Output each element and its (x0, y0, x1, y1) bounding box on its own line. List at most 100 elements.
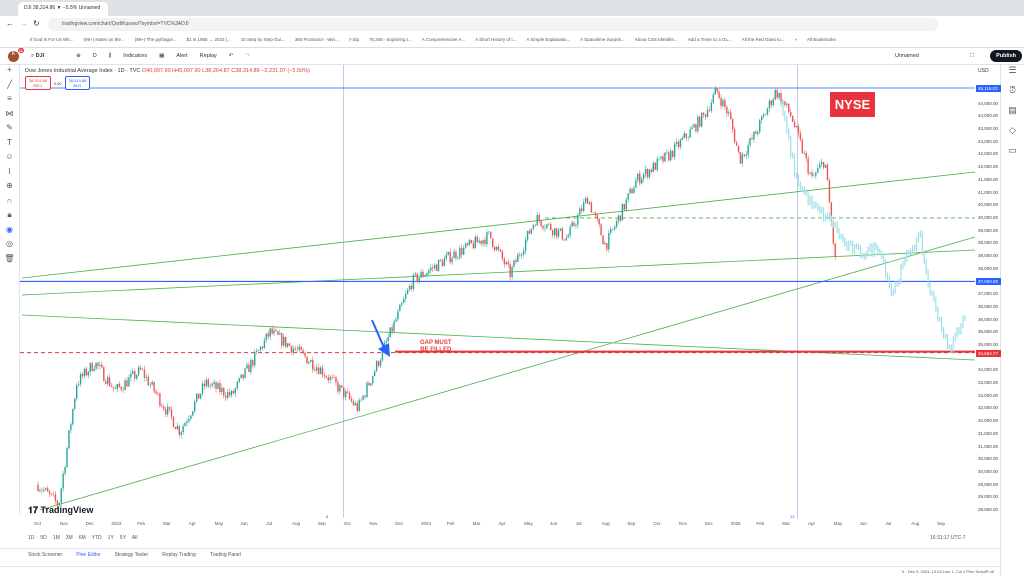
price-label: 29,000.00 (978, 494, 999, 500)
candle-body (319, 367, 322, 374)
bottom-tab[interactable]: Pine Editor (76, 552, 101, 558)
bookmark[interactable]: About CSS Identifie... (634, 37, 678, 42)
lock-icon[interactable]: 🔒︎ (7, 210, 12, 219)
candle-body (157, 393, 159, 394)
eye-icon[interactable]: ◉ (6, 224, 13, 234)
publish-button[interactable]: Publish (990, 50, 1022, 62)
buy-button[interactable]: 38,314.86 BUY (64, 76, 91, 90)
brush-icon[interactable]: ✎ (6, 123, 13, 132)
candle-body (397, 311, 399, 320)
candle-body (395, 319, 397, 322)
bookmark[interactable]: » (794, 37, 798, 42)
alerts-icon[interactable]: ⏰︎ (1008, 85, 1017, 95)
url-input[interactable]: tradingview.com/chart/QodiKpuwo/?symbol=… (48, 18, 938, 31)
notification-badge: 11 (17, 47, 24, 53)
bookmark[interactable]: 10 Step by Step Gui... (240, 37, 285, 42)
forward-icon[interactable]: → (20, 19, 28, 28)
reload-icon[interactable]: ↻ (33, 19, 40, 28)
candle-body (768, 100, 771, 109)
range-1D[interactable]: 1D (28, 535, 35, 541)
bookmark[interactable]: Add a Timer to a GL... (687, 37, 732, 42)
time-label: Jun (859, 521, 867, 526)
candle-body (298, 346, 300, 350)
fib-icon[interactable]: ≡ (7, 94, 12, 103)
currency-selector[interactable]: USD (978, 68, 989, 74)
price-chart[interactable] (20, 65, 1000, 518)
bottom-tab[interactable]: Trading Panel (209, 552, 241, 558)
candle-body (521, 254, 523, 256)
range-1M[interactable]: 1M (52, 535, 60, 541)
avatar[interactable]: K 11 (8, 47, 24, 62)
bookmark[interactable]: (99+) Notes on the... (83, 37, 125, 42)
price-label: 36,000.00 (978, 316, 999, 322)
news-icon[interactable]: ▤ (1008, 105, 1017, 115)
price-label: 32,500.00 (978, 405, 999, 411)
layout-name-button[interactable]: Unnamed (895, 53, 919, 59)
watchlist-icon[interactable]: ☰ (1008, 65, 1017, 75)
candle-body (255, 350, 258, 352)
text-icon[interactable]: T (7, 137, 12, 147)
hide-icon[interactable]: ◎ (6, 239, 13, 248)
emoji-icon[interactable]: ☺ (5, 152, 14, 161)
time-axis[interactable]: Oct Nov Dec 2023 Feb Mar Apr May Jun Jul Aug Sep Oct… (20, 518, 975, 530)
candle-body (677, 141, 680, 148)
range-1Y[interactable]: 1Y (107, 535, 114, 541)
fullscreen-icon[interactable]: ⛶ (970, 52, 974, 59)
replay-button[interactable]: Replay (199, 53, 217, 59)
bookmark[interactable]: A Comprehensive A... (421, 37, 466, 42)
interval-button[interactable]: D (92, 53, 97, 59)
bookmark[interactable]: All the Red Giant to... (741, 37, 785, 42)
bookmark[interactable]: If God Is For Us Wh... (30, 37, 74, 42)
pattern-icon[interactable]: ⋈ (5, 108, 14, 118)
candle-body (720, 97, 722, 107)
range-YTD[interactable]: YTD (91, 535, 102, 541)
bookmark[interactable]: A Short History of t... (475, 37, 517, 42)
drawing-toolbar: + ╱ ≡ ⋈ ✎ T ☺ ⌇ ⊕ ∩ 🔒︎ ◉ ◎ 🗑︎ (0, 65, 20, 515)
bookmark[interactable]: (99+) The pythagor... (134, 37, 177, 42)
magnet-icon[interactable]: ∩ (6, 195, 13, 205)
candle-body (815, 172, 817, 176)
candle-body (192, 411, 194, 416)
add-symbol-icon[interactable]: ⊕ (76, 53, 81, 59)
ruler-icon[interactable]: ⌇ (7, 166, 12, 176)
candle-body (582, 202, 585, 212)
back-icon[interactable]: ← (6, 19, 14, 28)
crosshair-icon[interactable]: + (7, 65, 12, 74)
bookmark[interactable]: 7-Zip (348, 37, 360, 42)
bookmark[interactable]: 360 Protractor - Win... (294, 37, 339, 42)
templates-icon[interactable]: ▦ (159, 53, 165, 59)
candle-body (540, 220, 542, 226)
redo-icon[interactable]: ↷ (245, 53, 251, 59)
symbol-search[interactable]: ⌕ DJI (31, 52, 45, 59)
trash-icon[interactable]: 🗑︎ (4, 253, 15, 263)
time-label: Apr (188, 521, 196, 526)
range-6M[interactable]: 6M (78, 535, 86, 541)
time-label: Feb (446, 521, 455, 526)
bottom-tab[interactable]: Replay Trading (162, 552, 196, 558)
range-5Y[interactable]: 5Y (119, 535, 126, 541)
trendline-icon[interactable]: ╱ (7, 79, 12, 89)
layers-icon[interactable]: ◇ (1009, 125, 1016, 135)
indicators-button[interactable]: Indicators (123, 53, 148, 59)
bottom-tab[interactable]: Stock Screener (28, 552, 63, 558)
range-All[interactable]: All (131, 535, 138, 541)
bookmark[interactable]: $1 in 1955 → 2023 |... (186, 37, 231, 42)
chart-type-icon[interactable]: ⫼ (108, 52, 112, 59)
time-label: Jul (266, 521, 272, 526)
range-5D[interactable]: 5D (40, 535, 47, 541)
range-3M[interactable]: 3M (65, 535, 73, 541)
candle-body (753, 131, 755, 140)
bookmark[interactable]: All Bookmarks (807, 37, 836, 42)
bookmark[interactable]: 76,345 - Exploring t... (369, 37, 412, 42)
candle-body (722, 100, 724, 107)
chat-icon[interactable]: ▭ (1008, 145, 1017, 155)
alert-button[interactable]: Alert (176, 53, 188, 59)
zoom-icon[interactable]: ⊕ (6, 181, 13, 190)
browser-tab[interactable]: DJI 38,314.86 ▼ −5.5% Unnamed (18, 2, 108, 16)
bookmark[interactable]: A Simple Explanatio... (526, 37, 571, 42)
bottom-tab[interactable]: Strategy Tester (114, 552, 149, 558)
candle-body (391, 327, 393, 332)
bookmark[interactable]: A Spacetime Surpris... (580, 37, 625, 42)
sell-button[interactable]: 38,314.86 SELL (25, 76, 51, 90)
undo-icon[interactable]: ↶ (228, 53, 234, 59)
